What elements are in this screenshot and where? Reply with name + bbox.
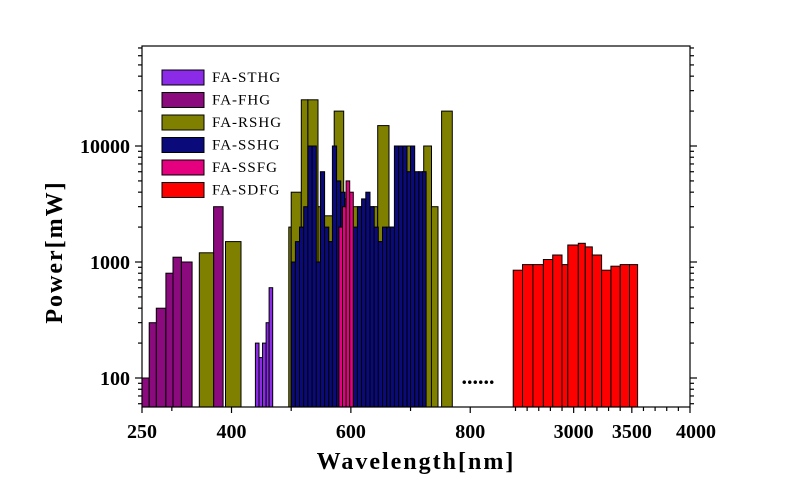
- legend-label-fa-sshg: FA-SSHG: [212, 138, 280, 154]
- bar-fa-sshg-10: [331, 145, 338, 408]
- bar-fa-sdfg-10: [601, 269, 612, 408]
- bar-fa-sshg-7: [319, 171, 326, 408]
- bar-fa-sdfg-5: [561, 264, 569, 408]
- bars-layer: [141, 99, 639, 408]
- bar-fa-sshg-15: [352, 226, 358, 408]
- bar-fa-sshg-26: [398, 145, 404, 408]
- bar-fa-sshg-24: [389, 226, 395, 408]
- bar-fa-sdfg-0: [512, 269, 524, 408]
- bar-fa-rshg-0: [198, 252, 215, 408]
- bar-fa-sshg-25: [393, 145, 400, 408]
- x-tick-label-3000: 3000: [554, 421, 594, 443]
- y-tick-label-100: 100: [100, 368, 130, 390]
- bar-fa-sshg-8: [324, 226, 330, 408]
- legend-label-fa-rshg: FA-RSHG: [212, 115, 282, 131]
- bar-fa-sthg-2: [254, 342, 260, 408]
- bar-fa-ssfg-3: [349, 191, 354, 408]
- x-tick-label-800: 800: [455, 421, 485, 443]
- bar-fa-sshg-30: [414, 171, 420, 408]
- bar-fa-sshg-6: [315, 261, 321, 408]
- bar-fa-sshg-21: [377, 241, 383, 408]
- bar-fa-rshg-1: [225, 241, 242, 408]
- x-tick-label-3500: 3500: [612, 421, 652, 443]
- y-axis-title: Power[mW]: [42, 180, 68, 323]
- bar-fa-sshg-23: [386, 226, 391, 408]
- bar-fa-sshg-17: [361, 198, 367, 408]
- bar-fa-sshg-27: [402, 145, 408, 408]
- ticks-layer: 100 1000 10000 250 400 600 800 3000 3500 4000: [80, 47, 716, 443]
- bar-fa-sdfg-3: [542, 259, 554, 408]
- bar-fa-sshg-1: [294, 241, 301, 408]
- bar-fa-sdfg-1: [522, 264, 534, 408]
- legend: FA-STHG FA-FHG FA-RSHG FA-SSHG FA-SSFG FA-SDF…: [161, 69, 282, 199]
- bar-fa-ssfg-2: [345, 180, 351, 408]
- bar-fa-fhg-1: [148, 322, 157, 408]
- legend-label-fa-sdfg: FA-SDFG: [212, 183, 280, 199]
- legend-label-fa-sthg: FA-STHG: [212, 70, 281, 86]
- bar-fa-sshg-9: [328, 241, 333, 408]
- y-tick-label-1000: 1000: [90, 252, 130, 274]
- bar-fa-sshg-5: [311, 145, 317, 408]
- bar-fa-sshg-29: [410, 145, 416, 408]
- bar-fa-rshg-19: [430, 206, 439, 408]
- legend-swatch-fa-sthg: [161, 69, 205, 86]
- bar-fa-sshg-22: [382, 226, 388, 408]
- bar-fa-sshg-18: [365, 191, 371, 408]
- bar-fa-sshg-4: [307, 145, 313, 408]
- axis-break: ......: [462, 364, 495, 389]
- bar-fa-fhg-4: [172, 256, 182, 408]
- bar-fa-sshg-16: [356, 206, 363, 408]
- legend-swatch-fa-rshg: [161, 114, 205, 131]
- bar-fa-fhg-6: [213, 206, 224, 408]
- bar-fa-sdfg-6: [567, 244, 579, 408]
- bar-fa-fhg-0: [141, 377, 150, 408]
- bar-fa-sdfg-12: [619, 264, 631, 408]
- y-tick-label-10000: 10000: [80, 136, 130, 158]
- bar-fa-fhg-5: [180, 261, 193, 408]
- legend-label-fa-ssfg: FA-SSFG: [212, 160, 278, 176]
- bar-fa-sdfg-2: [532, 264, 544, 408]
- bar-fa-sdfg-9: [591, 254, 603, 408]
- x-tick-label-600: 600: [336, 421, 366, 443]
- legend-swatch-fa-fhg: [161, 92, 205, 108]
- bar-fa-sshg-32: [422, 171, 427, 408]
- bar-fa-sshg-2: [299, 226, 305, 408]
- legend-label-fa-fhg: FA-FHG: [212, 93, 271, 109]
- bar-fa-fhg-3: [165, 272, 174, 408]
- bar-fa-rshg-20: [441, 110, 453, 408]
- bar-fa-sdfg-7: [577, 242, 586, 408]
- x-tick-label-250: 250: [127, 421, 157, 443]
- bar-fa-sshg-0: [290, 261, 296, 408]
- bar-fa-sthg-6: [268, 287, 274, 408]
- bar-fa-fhg-2: [155, 307, 167, 408]
- bar-fa-ssfg-0: [338, 226, 343, 408]
- bar-fa-sshg-19: [369, 206, 375, 408]
- bar-fa-sshg-3: [303, 206, 309, 408]
- bar-fa-sthg-4: [262, 342, 267, 408]
- legend-swatch-fa-sshg: [161, 137, 205, 153]
- bar-fa-sdfg-8: [584, 246, 593, 408]
- bar-fa-sshg-31: [418, 171, 423, 408]
- x-tick-label-400: 400: [217, 421, 247, 443]
- bar-fa-ssfg-1: [342, 206, 347, 408]
- bar-fa-sshg-20: [373, 226, 379, 408]
- legend-swatch-fa-ssfg: [161, 159, 205, 176]
- x-axis-title: Wavelength[nm]: [317, 449, 516, 475]
- legend-swatch-fa-sdfg: [161, 182, 205, 198]
- x-tick-label-4000: 4000: [676, 421, 716, 443]
- bar-fa-sdfg-4: [552, 254, 563, 408]
- bar-fa-sdfg-13: [629, 264, 639, 408]
- bar-fa-sdfg-11: [610, 265, 621, 408]
